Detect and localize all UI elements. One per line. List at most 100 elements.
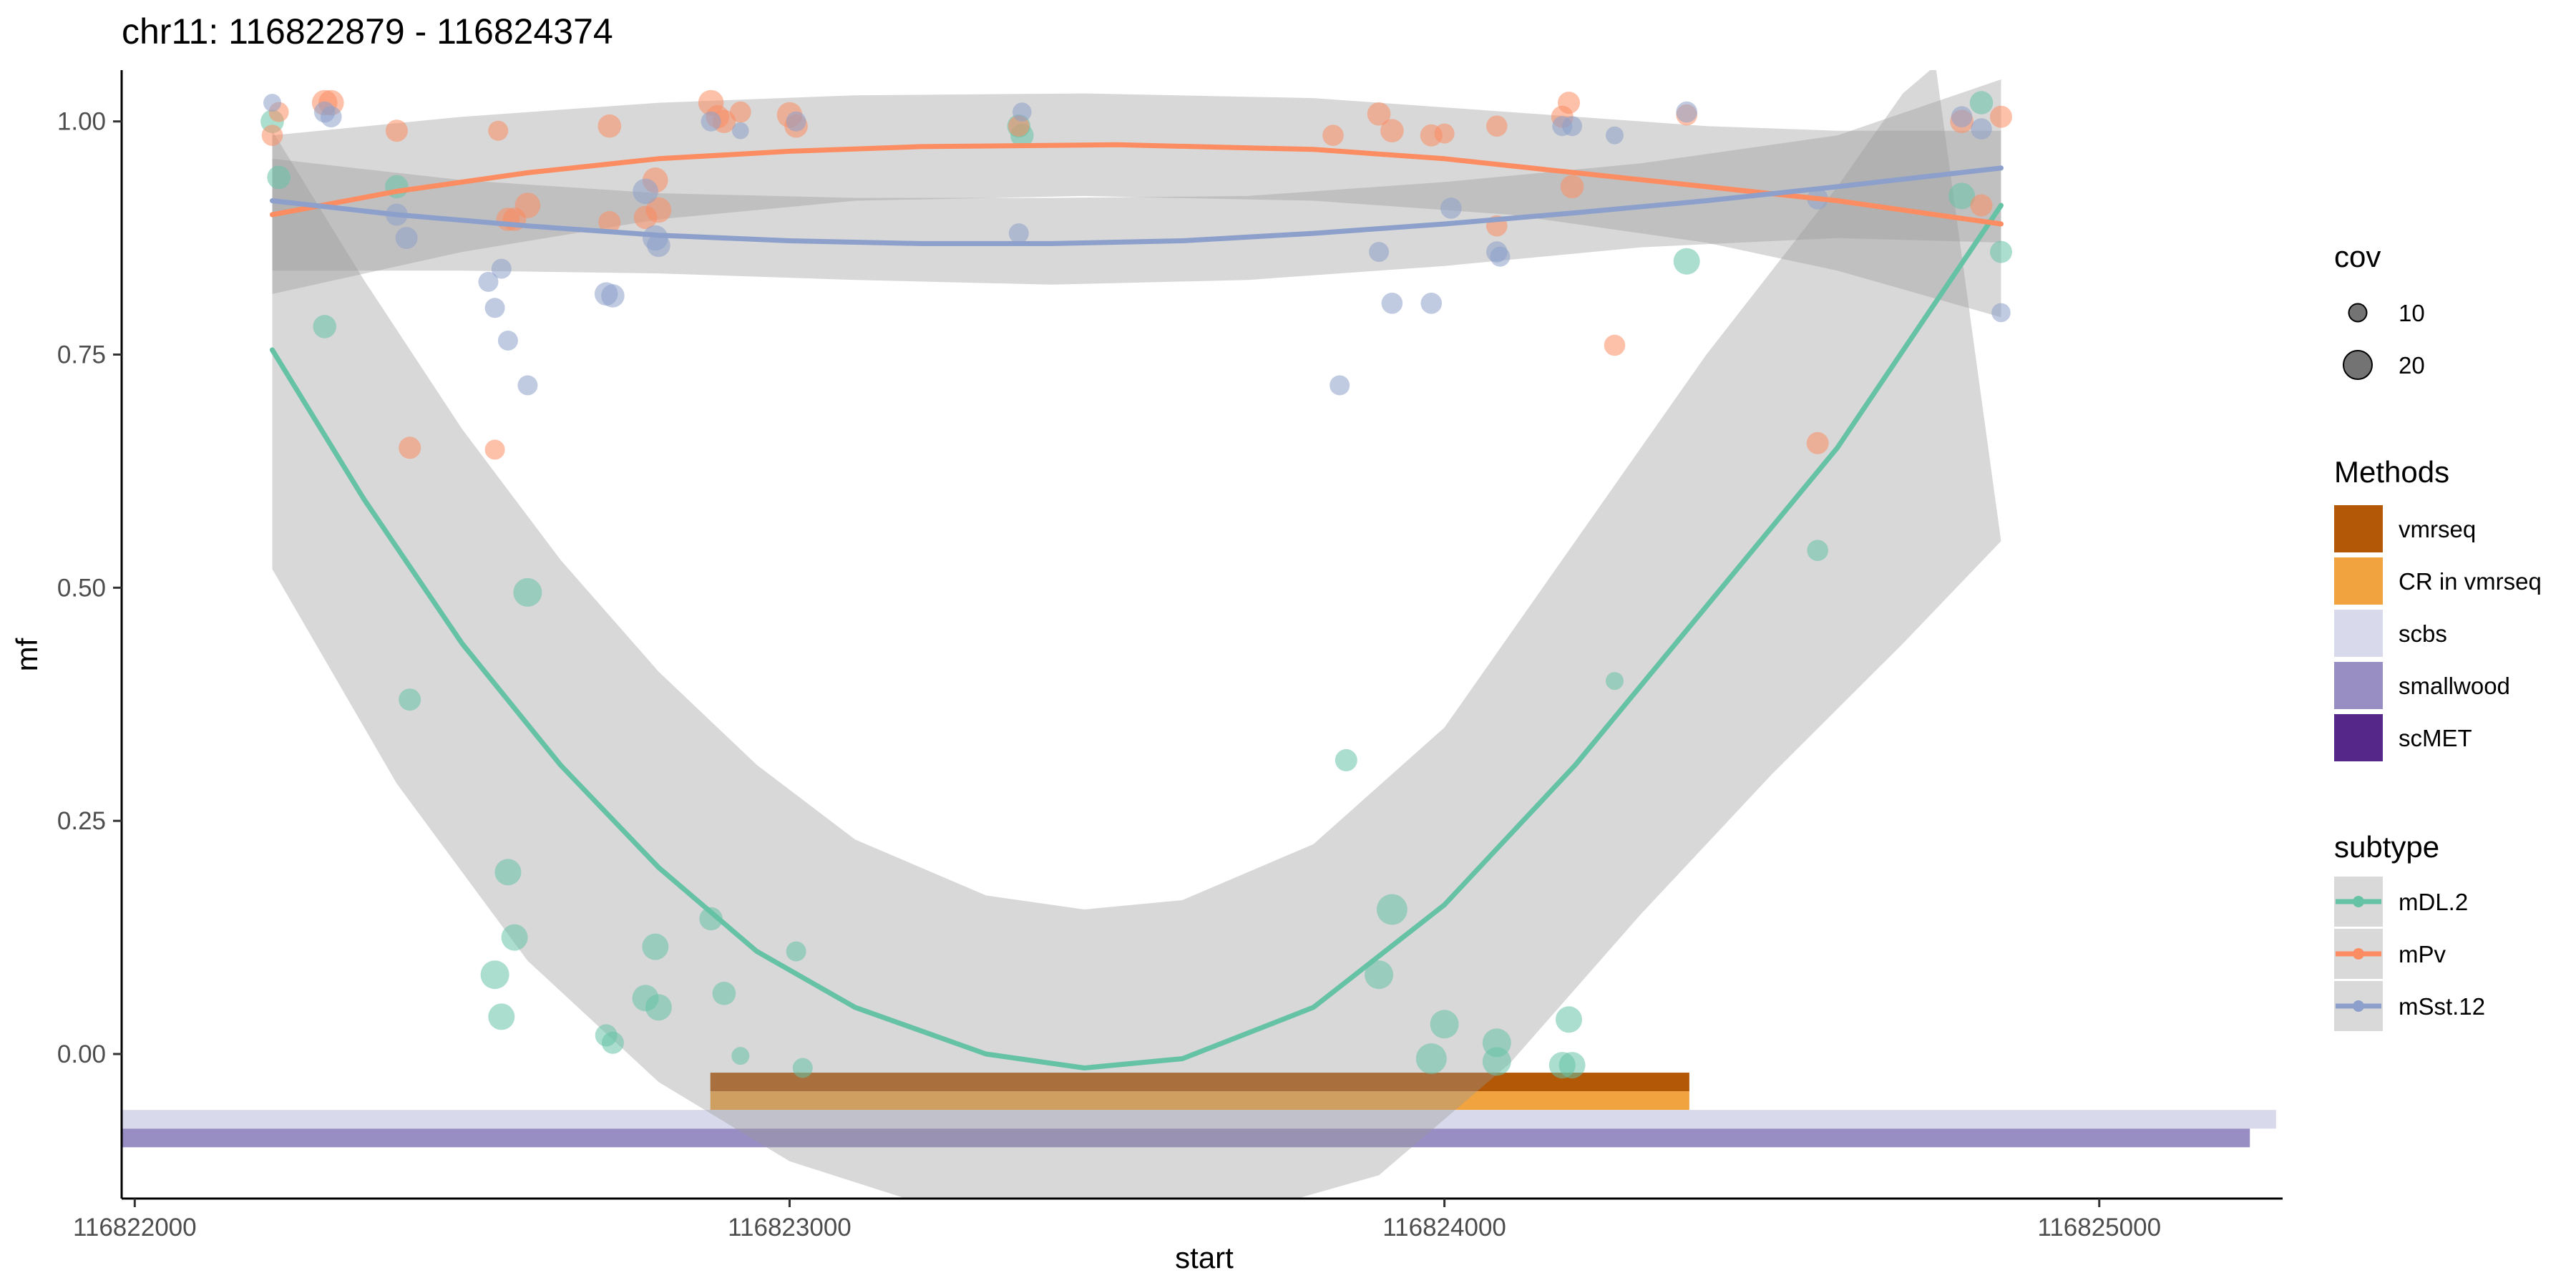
point-mSst.12-23 <box>1420 293 1443 314</box>
point-mPv-15 <box>645 197 672 223</box>
point-mSst.12-9 <box>517 375 538 396</box>
legend-cov-label-1: 20 <box>2399 352 2425 379</box>
y-tick-label-1: 0.25 <box>57 807 106 835</box>
region-vmrseq <box>710 1073 1689 1092</box>
y-tick-label-2: 0.50 <box>57 574 106 602</box>
point-mPv-32 <box>1560 175 1584 199</box>
point-mDL.2-1 <box>267 165 291 190</box>
point-mDL.2-24 <box>1376 894 1407 925</box>
fit-line-mPv <box>270 142 2004 227</box>
legend-methods-key-2 <box>2334 610 2383 657</box>
legend-subtype-label-0: mDL.2 <box>2399 889 2468 915</box>
point-mDL.2-15 <box>699 907 723 931</box>
point-mPv-6 <box>484 439 505 460</box>
point-mSst.12-21 <box>1369 242 1390 263</box>
legend-methods-title: Methods <box>2334 455 2449 489</box>
point-mDL.2-5 <box>480 960 509 990</box>
legend-methods-key-1 <box>2334 557 2383 605</box>
x-axis-title: start <box>1175 1241 1234 1274</box>
point-mPv-11 <box>597 114 622 138</box>
region-smallwood <box>122 1128 2250 1148</box>
point-mPv-0 <box>261 125 283 146</box>
legend-methods-label-3: smallwood <box>2399 673 2510 699</box>
point-mDL.2-13 <box>642 933 669 960</box>
confidence-band-mSst.12 <box>272 79 2001 285</box>
legend-cov-title: cov <box>2334 240 2381 273</box>
point-mSst.12-19 <box>1013 102 1032 122</box>
point-mPv-19 <box>730 101 751 123</box>
point-mSst.12-12 <box>633 178 658 205</box>
point-mPv-33 <box>1604 334 1626 356</box>
point-mDL.2-16 <box>712 982 736 1005</box>
legend-cov: cov 10 20 <box>2334 240 2425 380</box>
point-mDL.2-28 <box>1482 1047 1511 1076</box>
y-axis-title: mf <box>10 638 44 671</box>
point-mDL.2-6 <box>488 1003 515 1030</box>
fit-line-mSst.12 <box>270 165 2004 246</box>
legend-methods-label-2: scbs <box>2399 620 2447 647</box>
y-tick-label-4: 1.00 <box>57 108 106 136</box>
point-mDL.2-35 <box>1948 182 1976 210</box>
point-mPv-25 <box>1380 119 1404 142</box>
legend-cov-key-1 <box>2343 350 2373 380</box>
point-mSst.12-18 <box>1008 223 1029 244</box>
point-mSst.12-15 <box>701 111 721 132</box>
axes: 116822000 116823000 116824000 116825000 0.00… <box>57 70 2283 1241</box>
legend-methods-label-1: CR in vmrseq <box>2399 568 2542 595</box>
point-mPv-10 <box>514 192 541 218</box>
point-mDL.2-4 <box>399 688 421 711</box>
fit-line-mDL.2 <box>270 203 2004 1070</box>
point-mSst.12-29 <box>1606 126 1624 145</box>
x-tick-label-0: 116822000 <box>73 1214 197 1241</box>
y-tick-label-0: 0.00 <box>57 1040 106 1068</box>
y-tick-label-3: 0.75 <box>57 341 106 369</box>
point-mSst.12-16 <box>732 122 749 140</box>
point-mDL.2-9 <box>513 577 542 607</box>
legend-methods-label-0: vmrseq <box>2399 516 2476 542</box>
point-mDL.2-32 <box>1606 672 1624 691</box>
point-mPv-23 <box>1322 125 1344 146</box>
point-mDL.2-37 <box>1990 240 2012 263</box>
point-mDL.2-36 <box>1969 91 1994 114</box>
point-mSst.12-26 <box>1490 246 1511 267</box>
point-mSst.12-2 <box>321 106 342 127</box>
point-mSst.12-11 <box>601 284 625 308</box>
point-mDL.2-31 <box>1558 1052 1586 1079</box>
point-mPv-28 <box>1486 115 1508 137</box>
point-mSst.12-34 <box>1991 303 2011 323</box>
point-mSst.12-24 <box>1440 197 1462 219</box>
point-mDL.2-22 <box>1335 748 1357 771</box>
point-mDL.2-26 <box>1430 1010 1459 1039</box>
point-mSst.12-0 <box>263 94 281 112</box>
legend-methods: Methods vmrseq CR in vmrseq scbs smallwood s… <box>2334 455 2542 761</box>
point-mDL.2-7 <box>494 859 522 886</box>
point-mPv-7 <box>488 120 509 141</box>
point-mDL.2-17 <box>731 1047 750 1065</box>
legend-methods-key-3 <box>2334 662 2383 709</box>
point-mPv-38 <box>1990 105 2012 128</box>
legend-cov-label-0: 10 <box>2399 300 2425 326</box>
point-mDL.2-18 <box>786 941 806 962</box>
confidence-band-mPv <box>272 93 2001 318</box>
legend-subtype-key-dot-1 <box>2353 948 2364 960</box>
plot-area <box>122 70 2276 1199</box>
legend-methods-key-0 <box>2334 505 2383 552</box>
point-mSst.12-7 <box>491 258 512 279</box>
point-mDL.2-34 <box>1807 540 1828 561</box>
legend-subtype: subtype mDL.2 mPv mSst.12 <box>2334 830 2485 1031</box>
point-mSst.12-5 <box>478 271 499 292</box>
point-mSst.12-8 <box>497 331 518 351</box>
point-mPv-31 <box>1558 92 1580 114</box>
chart-title: chr11: 116822879 - 116824374 <box>122 11 613 52</box>
legend-methods-label-4: scMET <box>2399 725 2472 751</box>
point-mSst.12-33 <box>1971 118 1992 140</box>
point-mSst.12-17 <box>786 111 806 132</box>
point-mSst.12-14 <box>647 233 670 258</box>
point-mPv-24 <box>1367 102 1391 126</box>
point-mDL.2-33 <box>1673 248 1700 275</box>
point-mDL.2-8 <box>501 924 528 951</box>
point-mPv-35 <box>1806 431 1829 454</box>
legend-subtype-key-dot-2 <box>2353 1000 2364 1012</box>
point-mDL.2-30 <box>1556 1006 1582 1033</box>
